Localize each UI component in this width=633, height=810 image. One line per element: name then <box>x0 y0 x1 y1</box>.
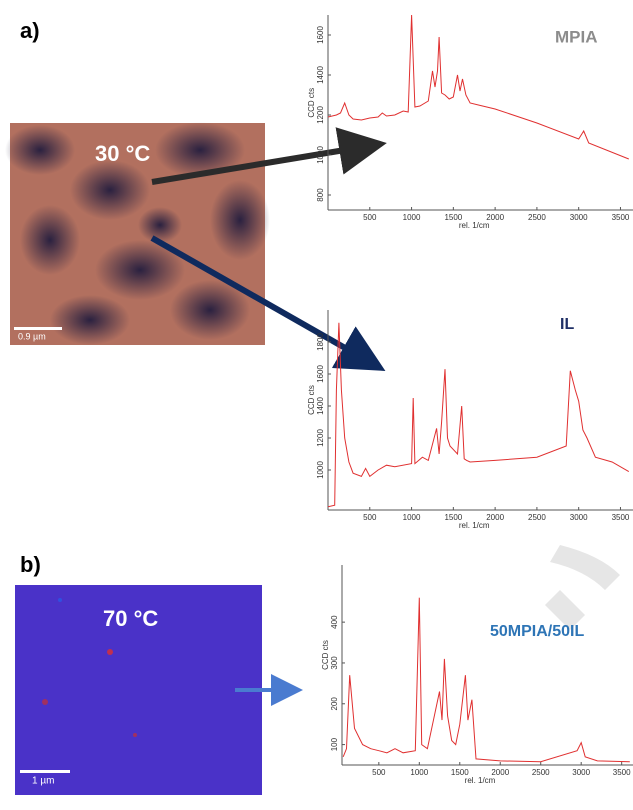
watermark <box>545 545 620 630</box>
y-tick-label: 300 <box>330 656 339 670</box>
chart-annotation: IL <box>560 316 574 333</box>
x-tick-label: 2500 <box>528 213 546 222</box>
scale-bar-label: 1 µm <box>32 776 54 787</box>
x-axis-label: rel. 1/cm <box>465 776 496 785</box>
panel-label: a) <box>20 18 40 43</box>
x-tick-label: 3500 <box>613 768 631 777</box>
x-tick-label: 500 <box>363 213 377 222</box>
y-tick-label: 200 <box>330 697 339 711</box>
x-tick-label: 2000 <box>491 768 509 777</box>
x-tick-label: 1500 <box>444 513 462 522</box>
plot-area <box>342 597 630 763</box>
x-tick-label: 2000 <box>486 513 504 522</box>
y-tick-label: 1200 <box>316 106 325 124</box>
y-axis-label: CCD cts <box>307 385 316 415</box>
scale-bar-label: 0.9 µm <box>18 331 46 341</box>
micrograph: 0.9 µm 30 °C <box>5 122 270 345</box>
micrograph: 1 µm 70 °C <box>15 585 262 795</box>
y-tick-label: 1800 <box>316 333 325 351</box>
x-tick-label: 500 <box>363 513 377 522</box>
spectrum-line <box>328 322 630 508</box>
x-axis-label: rel. 1/cm <box>459 521 490 530</box>
y-tick-label: 1600 <box>316 365 325 383</box>
spectrum-line <box>328 15 629 160</box>
spectrum-line <box>342 597 630 763</box>
plot-area <box>328 322 630 508</box>
panel-label: b) <box>20 552 41 577</box>
spectrum-chart: 500 1000 1500 2000 2500 3000 3500 1000 1200 1400 1… <box>307 310 633 530</box>
x-tick-label: 1000 <box>403 213 421 222</box>
x-tick-label: 2500 <box>532 768 550 777</box>
x-tick-label: 3500 <box>612 213 630 222</box>
x-tick-label: 3500 <box>612 513 630 522</box>
x-tick-label: 3000 <box>570 213 588 222</box>
y-tick-label: 1400 <box>316 66 325 84</box>
x-tick-label: 3000 <box>572 768 590 777</box>
y-tick-label: 1200 <box>316 429 325 447</box>
chart-annotation: 50MPIA/50IL <box>490 623 584 640</box>
spectrum-chart: 500 1000 1500 2000 2500 3000 3500 800 1000 1200 14… <box>307 15 633 230</box>
y-tick-label: 1000 <box>316 461 325 479</box>
plot-area <box>328 15 629 160</box>
x-tick-label: 2000 <box>486 213 504 222</box>
arrow <box>151 127 387 185</box>
x-tick-label: 1500 <box>444 213 462 222</box>
x-tick-label: 500 <box>372 768 386 777</box>
x-tick-label: 2500 <box>528 513 546 522</box>
x-tick-label: 3000 <box>570 513 588 522</box>
spectrum-chart: 500 1000 1500 2000 2500 3000 3500 100 200 300 400 r… <box>321 565 633 785</box>
y-tick-label: 800 <box>316 188 325 202</box>
x-tick-label: 1500 <box>451 768 469 777</box>
y-tick-label: 1600 <box>316 26 325 44</box>
y-tick-label: 400 <box>330 615 339 629</box>
x-tick-label: 1000 <box>410 768 428 777</box>
chart-annotation: MPIA <box>555 27 598 46</box>
y-tick-label: 1400 <box>316 397 325 415</box>
y-tick-label: 100 <box>330 737 339 751</box>
y-tick-label: 1000 <box>316 146 325 164</box>
y-axis-label: CCD cts <box>307 88 316 118</box>
x-axis-label: rel. 1/cm <box>459 221 490 230</box>
temperature-label: 30 °C <box>95 141 150 166</box>
charts: 500 1000 1500 2000 2500 3000 3500 800 1000 1200 14… <box>307 15 633 785</box>
temperature-label: 70 °C <box>103 606 158 631</box>
y-axis-label: CCD cts <box>321 640 330 670</box>
x-tick-label: 1000 <box>403 513 421 522</box>
